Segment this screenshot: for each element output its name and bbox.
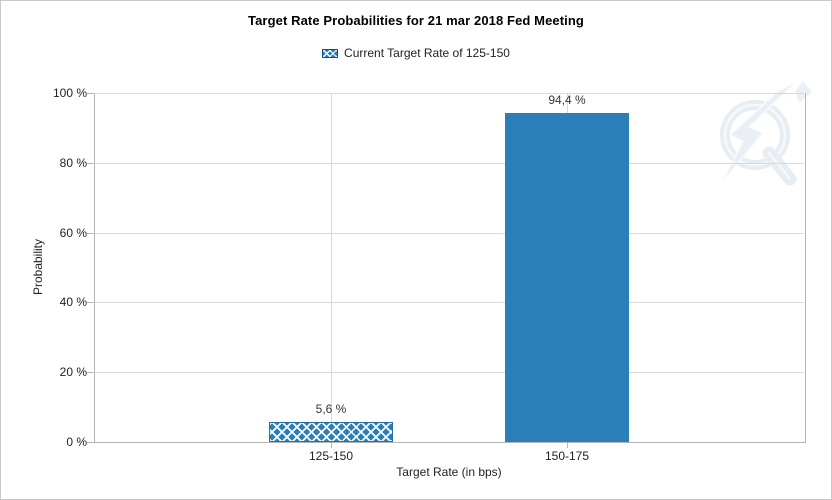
y-tick-label: 60 % bbox=[59, 226, 87, 240]
y-tick-label: 20 % bbox=[59, 365, 87, 379]
watermark-q-lightning-icon bbox=[720, 80, 813, 186]
bar-125-150 bbox=[269, 422, 393, 442]
plot-area bbox=[94, 93, 806, 443]
y-axis-title: Probability bbox=[31, 238, 45, 296]
category-gridline bbox=[331, 93, 332, 442]
bar-150-175 bbox=[505, 113, 629, 442]
x-tick-mark bbox=[567, 443, 568, 448]
legend: Current Target Rate of 125-150 bbox=[1, 46, 831, 60]
y-tick-mark bbox=[87, 233, 94, 234]
y-gridline bbox=[94, 372, 804, 373]
y-gridline bbox=[94, 93, 804, 94]
y-tick-mark bbox=[87, 372, 94, 373]
y-tick-label: 40 % bbox=[59, 295, 87, 309]
y-gridline bbox=[94, 233, 804, 234]
chart-title: Target Rate Probabilities for 21 mar 201… bbox=[248, 13, 584, 28]
bar-value-label: 5,6 % bbox=[315, 402, 347, 416]
bar-value-label: 94,4 % bbox=[548, 93, 586, 107]
y-tick-mark bbox=[87, 163, 94, 164]
x-tick-mark bbox=[331, 443, 332, 448]
y-tick-mark bbox=[87, 442, 94, 443]
y-tick-label: 80 % bbox=[59, 156, 87, 170]
y-tick-label: 100 % bbox=[52, 86, 87, 100]
x-axis-title: Target Rate (in bps) bbox=[396, 465, 502, 479]
y-gridline bbox=[94, 302, 804, 303]
y-tick-label: 0 % bbox=[66, 435, 87, 449]
y-tick-mark bbox=[87, 93, 94, 94]
x-category-label: 125-150 bbox=[308, 449, 354, 463]
y-tick-mark bbox=[87, 302, 94, 303]
legend-label: Current Target Rate of 125-150 bbox=[344, 46, 510, 60]
legend-crosshatch-swatch-icon bbox=[322, 48, 339, 58]
y-gridline bbox=[94, 163, 804, 164]
x-category-label: 150-175 bbox=[544, 449, 590, 463]
